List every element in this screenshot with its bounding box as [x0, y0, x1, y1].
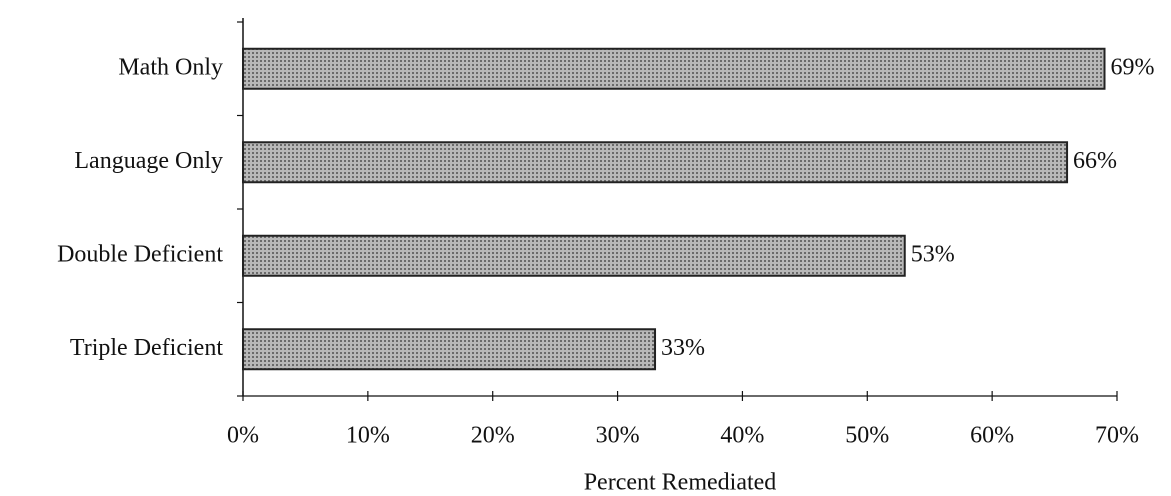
data-label: 33% [661, 335, 705, 361]
y-tick-label: Double Deficient [57, 241, 223, 267]
x-tick-label: 10% [346, 423, 390, 449]
bar [242, 234, 906, 277]
bar [242, 141, 1069, 184]
x-axis-title: Percent Remediated [584, 470, 777, 496]
bar [242, 47, 1106, 90]
y-tick-label: Math Only [118, 54, 223, 80]
data-label: 69% [1111, 54, 1155, 80]
x-tick-label: 60% [970, 423, 1014, 449]
x-tick-label: 70% [1095, 423, 1139, 449]
data-label: 53% [911, 241, 955, 267]
data-label: 66% [1073, 148, 1117, 174]
bar [242, 328, 657, 371]
x-tick-label: 50% [845, 423, 889, 449]
x-tick-label: 20% [471, 423, 515, 449]
x-tick-label: 30% [596, 423, 640, 449]
x-tick-label: 0% [227, 423, 259, 449]
y-tick-label: Triple Deficient [70, 335, 223, 361]
y-tick-label: Language Only [74, 148, 223, 174]
x-tick-label: 40% [720, 423, 764, 449]
